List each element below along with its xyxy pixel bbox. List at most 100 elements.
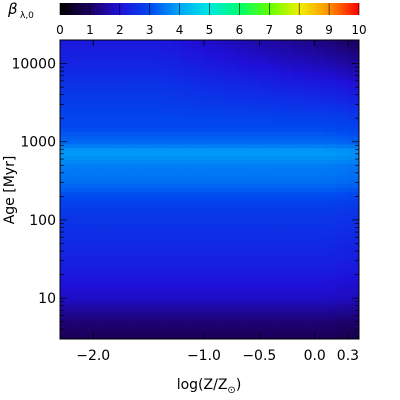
heatmap-cell [325,267,338,272]
heatmap-cell [292,315,305,320]
heatmap-cell [148,287,161,292]
heatmap-cell [325,159,338,165]
heatmap-cell [82,211,94,217]
heatmap-cell [259,107,271,113]
heatmap-cell [292,215,305,220]
heatmap-cell [104,223,116,228]
heatmap-cell [170,183,183,189]
heatmap-cell [248,211,260,217]
heatmap-cell [248,175,260,181]
heatmap-cell [71,187,83,193]
heatmap-cell [203,323,216,328]
heatmap-cell [259,307,271,312]
heatmap-cell [215,163,227,169]
heatmap-cell [126,43,139,49]
heatmap-cell [137,195,150,201]
heatmap-cell [60,47,72,53]
heatmap-cell [336,115,349,121]
heatmap-cell [60,315,72,320]
heatmap-cell [215,47,227,53]
heatmap-cell [303,79,316,85]
heatmap-cell [292,139,305,145]
heatmap-cell [104,331,116,336]
heatmap-cell [336,163,349,169]
heatmap-cell [226,55,238,61]
heatmap-cell [226,311,238,316]
heatmap-cell [104,47,116,53]
heatmap-cell [181,143,194,149]
heatmap-cell [259,195,271,201]
heatmap-cell [115,283,128,288]
heatmap-cell [237,147,249,153]
heatmap-cell [270,135,283,141]
heatmap-cell [126,255,139,260]
heatmap-cell [259,95,271,101]
heatmap-cell [170,291,183,296]
heatmap-cell [181,123,194,129]
heatmap-cell [60,227,72,232]
heatmap-cell [93,127,105,133]
heatmap-cell [270,99,283,105]
heatmap-cell [270,199,283,205]
heatmap-cell [248,171,260,177]
heatmap-cell [215,87,227,93]
heatmap-cell [181,47,194,53]
heatmap-cell [270,323,283,328]
heatmap-cell [126,259,139,264]
heatmap-cell [248,187,260,193]
heatmap-cell [82,231,94,236]
heatmap-cell [148,63,161,69]
heatmap-cell [93,95,105,101]
heatmap-cell [226,71,238,77]
heatmap-cell [71,311,83,316]
heatmap-cell [226,103,238,109]
heatmap-cell [325,255,338,260]
heatmap-cell [82,327,94,332]
heatmap-cell [137,259,150,264]
heatmap-cell [192,87,205,93]
heatmap-cell [347,191,359,197]
heatmap-cell [60,295,72,300]
heatmap-cell [93,235,105,240]
heatmap-cell [248,95,260,101]
heatmap-cell [137,51,150,57]
heatmap-cell [237,135,249,141]
heatmap-cell [93,283,105,288]
heatmap-cell [248,255,260,260]
heatmap-cell [347,239,359,244]
heatmap-cell [325,243,338,248]
heatmap-cell [325,263,338,268]
heatmap-cell [60,71,72,77]
heatmap-cell [325,155,338,161]
heatmap-cell [259,119,271,125]
heatmap-cell [159,231,172,236]
heatmap-cell [226,131,238,137]
heatmap-cell [270,40,283,45]
heatmap-cell [159,71,172,77]
heatmap-cell [292,223,305,228]
heatmap-cell [303,323,316,328]
heatmap-cell [104,247,116,252]
heatmap-cell [226,335,238,339]
heatmap-cell [60,231,72,236]
heatmap-cell [215,51,227,57]
heatmap-cell [126,119,139,125]
heatmap-cell [148,75,161,81]
heatmap-cell [104,283,116,288]
heatmap-cell [148,187,161,193]
heatmap-cell [71,203,83,209]
heatmap-cell [82,235,94,240]
heatmap-cell [82,87,94,93]
heatmap-cell [60,179,72,185]
heatmap-cell [159,251,172,256]
heatmap-cell [181,55,194,61]
heatmap-cell [303,51,316,57]
heatmap-cell [347,331,359,336]
heatmap-cell [181,219,194,224]
heatmap-cell [281,127,294,133]
heatmap-cell [226,271,238,276]
heatmap-cell [237,315,249,320]
heatmap-cell [115,147,128,153]
heatmap-cell [159,87,172,93]
heatmap-cell [226,303,238,308]
